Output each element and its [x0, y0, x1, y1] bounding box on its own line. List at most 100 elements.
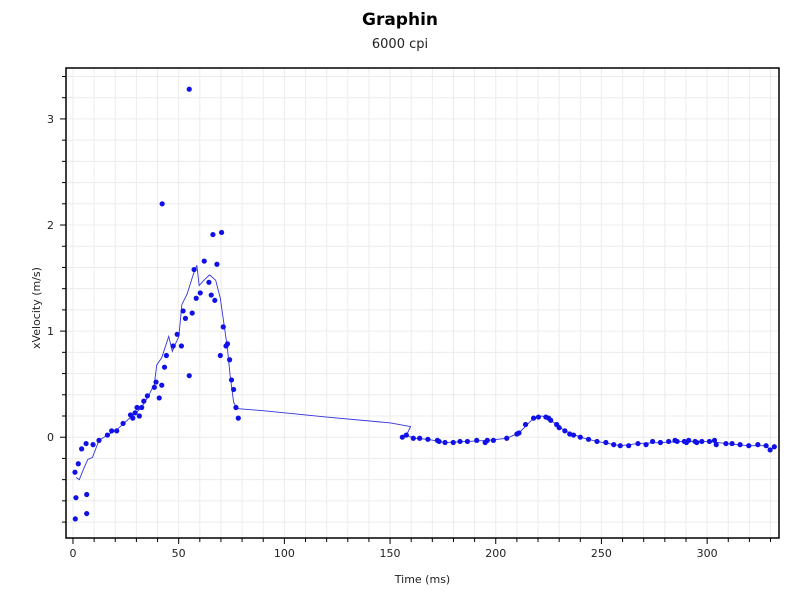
data-point: [548, 417, 554, 423]
data-point: [643, 442, 649, 448]
data-point: [193, 295, 199, 301]
data-point: [228, 377, 235, 383]
data-point: [755, 442, 761, 448]
data-point: [151, 384, 157, 390]
data-point: [706, 438, 713, 445]
data-point: [417, 435, 423, 441]
data-point: [191, 266, 197, 273]
data-point: [120, 420, 126, 427]
x-tick-label: 50: [172, 547, 186, 560]
data-point: [474, 437, 480, 443]
data-point: [562, 428, 568, 434]
data-point: [635, 440, 641, 447]
data-point: [603, 439, 609, 446]
data-point: [686, 437, 692, 443]
data-point: [231, 386, 237, 393]
data-point: [436, 438, 442, 445]
data-point: [403, 432, 409, 438]
data-point: [96, 437, 102, 443]
x-tick-label: 200: [485, 547, 506, 560]
series-line: [75, 265, 775, 481]
data-point: [442, 439, 448, 446]
data-point: [144, 393, 150, 399]
data-point: [170, 343, 176, 349]
data-point: [737, 442, 743, 448]
y-axis-label: xVelocity (m/s): [30, 267, 43, 349]
data-point: [594, 438, 600, 445]
data-point: [410, 435, 416, 441]
data-point: [611, 442, 617, 448]
x-tick-label: 0: [69, 547, 76, 560]
data-point: [73, 495, 79, 501]
data-point: [163, 352, 170, 359]
data-point: [109, 428, 115, 434]
data-point: [484, 437, 490, 443]
data-point: [134, 404, 140, 411]
data-point: [399, 434, 405, 440]
plot-frame: [65, 67, 780, 539]
chart-subtitle: 6000 cpi: [371, 37, 429, 52]
x-tick-label: 250: [591, 547, 612, 560]
data-point: [212, 297, 218, 303]
data-point: [585, 436, 592, 442]
data-point: [84, 491, 90, 498]
data-point: [178, 343, 185, 349]
data-point: [729, 440, 735, 447]
data-point: [457, 438, 463, 445]
data-point: [674, 438, 680, 445]
data-point: [649, 438, 656, 445]
data-point: [90, 442, 96, 448]
data-point: [723, 440, 729, 447]
data-point: [233, 404, 239, 411]
data-point: [156, 395, 162, 401]
y-tick-label: 1: [47, 325, 54, 338]
chart-title: Graphin: [361, 10, 438, 30]
data-point: [189, 310, 195, 316]
x-axis-label: Time (ms): [394, 573, 450, 586]
data-point: [711, 437, 718, 443]
data-point: [83, 440, 89, 447]
data-point: [214, 261, 220, 267]
data-point: [464, 438, 471, 445]
data-point: [132, 410, 138, 416]
data-point: [220, 324, 226, 330]
data-point: [159, 382, 165, 388]
data-point: [72, 516, 78, 522]
data-point: [771, 444, 777, 450]
data-point: [84, 510, 90, 517]
data-point: [699, 438, 705, 445]
data-point: [626, 443, 632, 449]
data-point: [104, 432, 111, 438]
data-point: [522, 421, 529, 428]
data-point: [197, 290, 203, 296]
data-point: [713, 442, 719, 448]
data-point: [159, 201, 165, 207]
data-point: [516, 430, 522, 436]
data-point: [114, 428, 120, 434]
data-point: [201, 258, 207, 264]
data-point: [182, 315, 189, 321]
y-tick-label: 0: [47, 431, 54, 444]
data-point: [141, 398, 147, 404]
y-tick-label: 2: [47, 219, 54, 232]
y-tick-label: 3: [47, 113, 54, 126]
data-point: [227, 357, 233, 363]
data-point: [224, 341, 231, 347]
data-point: [206, 279, 212, 285]
data-point: [530, 415, 537, 421]
data-point: [490, 437, 497, 443]
data-point: [210, 231, 216, 238]
data-point: [79, 446, 85, 452]
x-tick-label: 100: [274, 547, 295, 560]
data-point: [570, 432, 577, 438]
data-point: [208, 292, 214, 298]
data-point: [186, 373, 192, 379]
data-point: [746, 443, 752, 449]
data-point: [535, 414, 542, 420]
data-point: [136, 413, 142, 419]
data-point: [72, 469, 78, 475]
data-point: [75, 461, 81, 467]
data-point: [577, 434, 583, 440]
data-point: [763, 443, 769, 449]
data-point: [767, 447, 773, 453]
